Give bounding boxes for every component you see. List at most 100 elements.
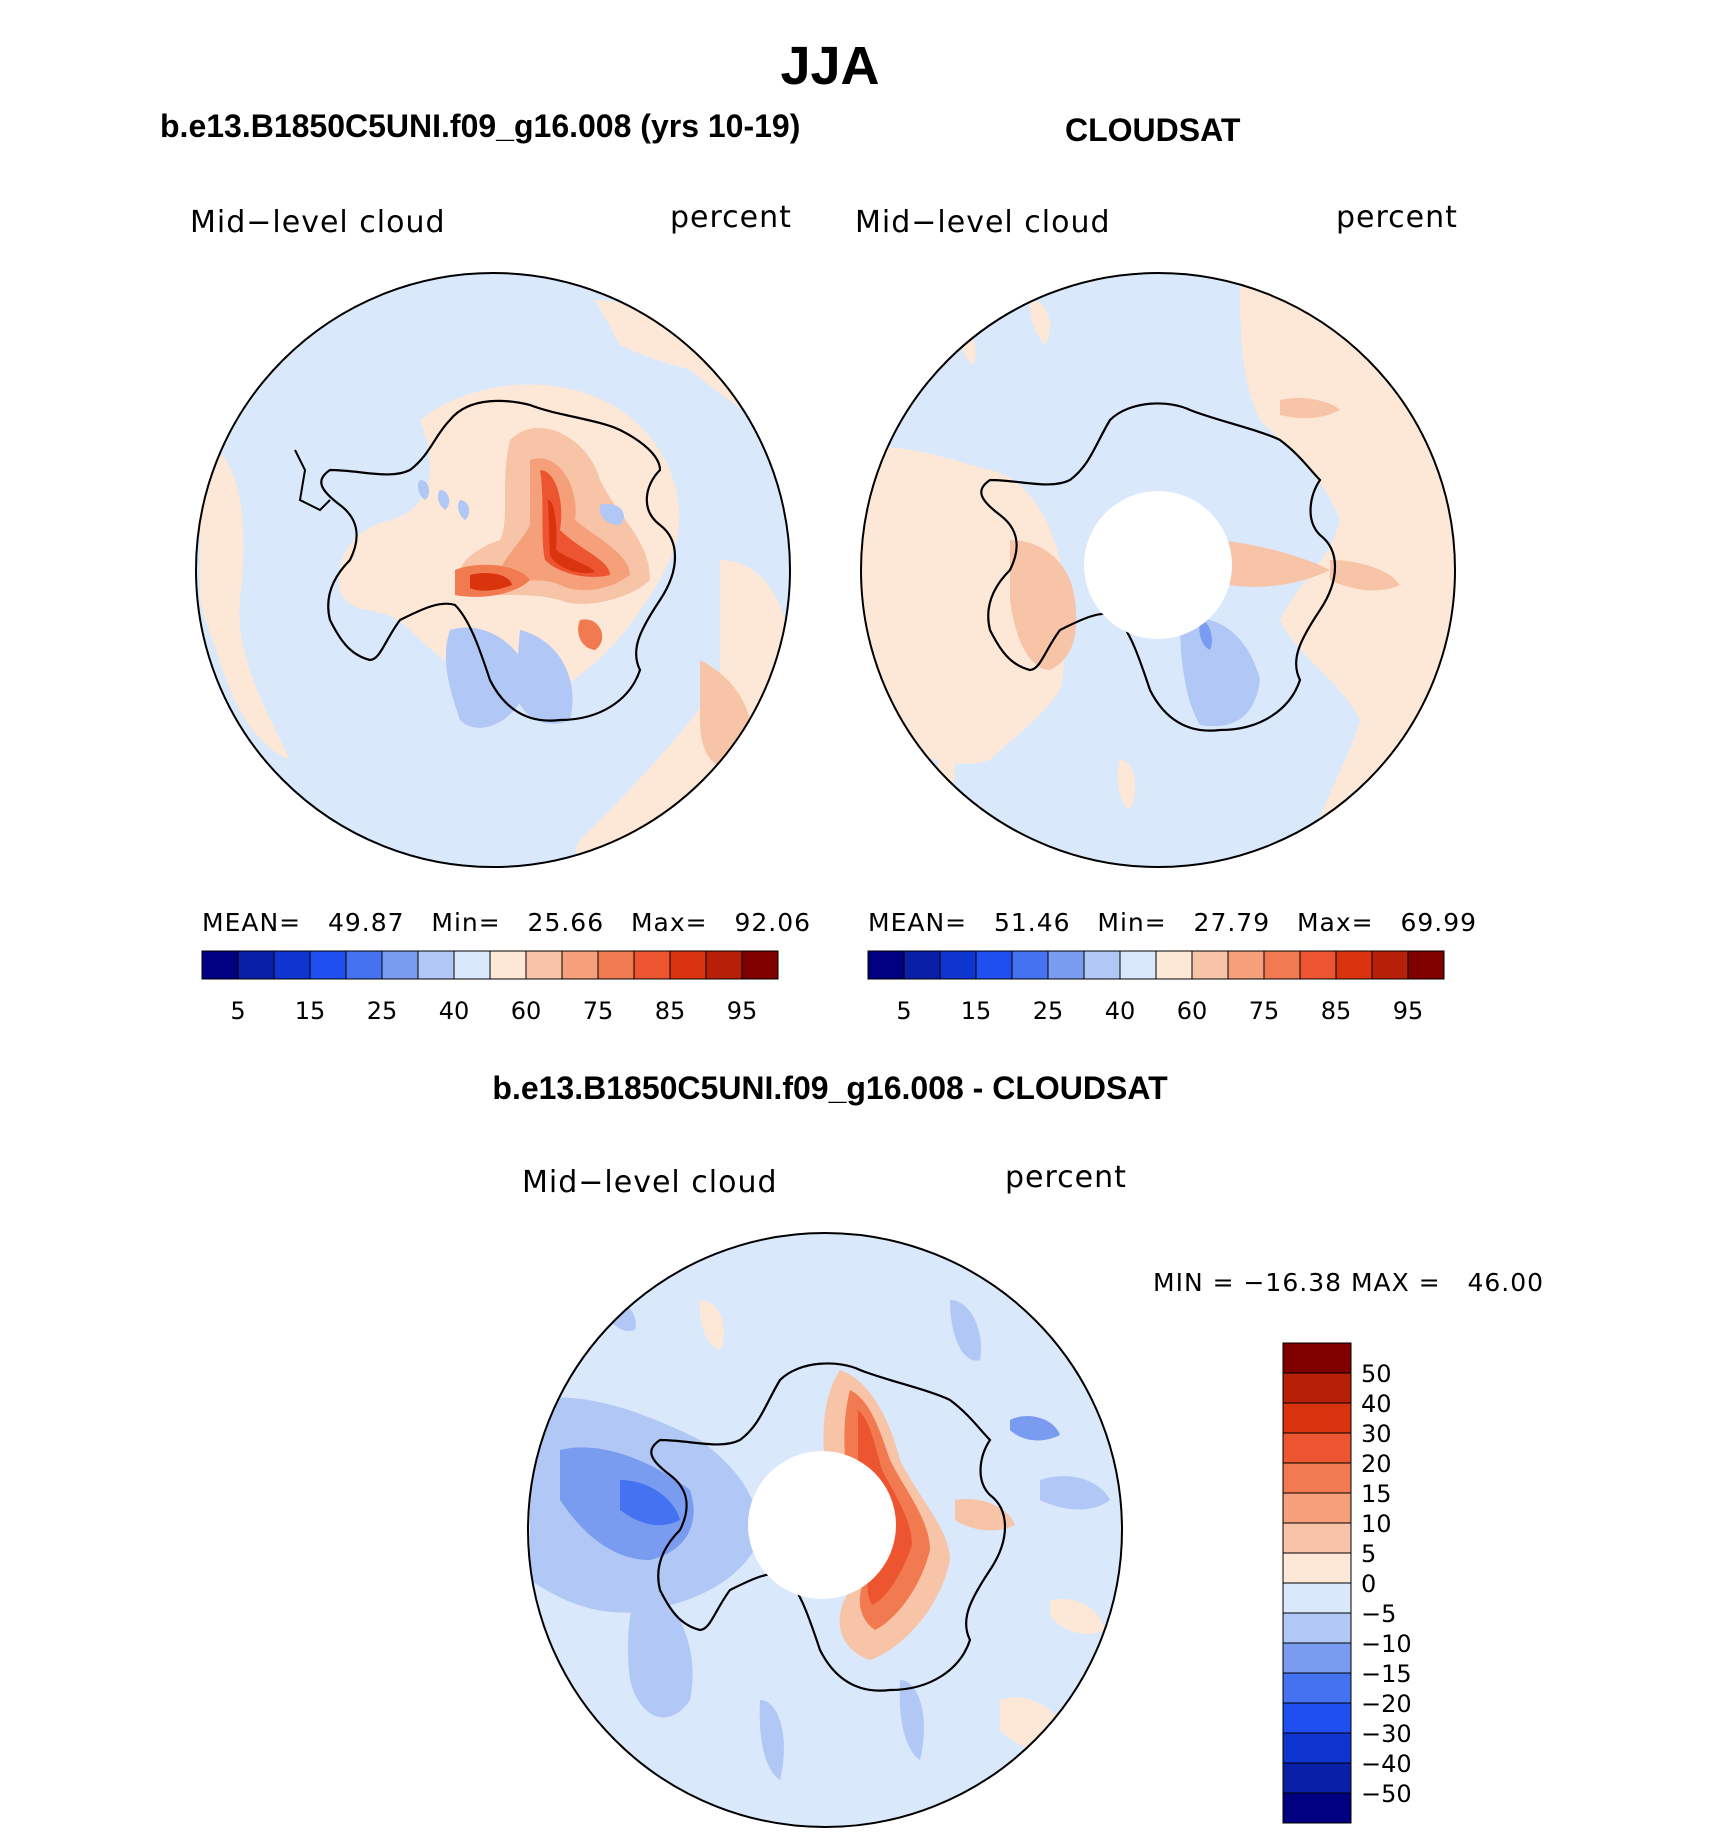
max-value: 69.99 [1400,908,1478,937]
map-obs-boundary [860,272,1456,868]
colorbar-tick-label: 5 [1361,1540,1376,1568]
colorbar-swatch [417,950,455,980]
colorbar-swatch [1282,1582,1352,1614]
colorbar-tick-label: 95 [1393,997,1424,1025]
colorbar-swatch [1083,950,1121,980]
panel-obs-stats: MEAN= 51.46 Min= 27.79 Max= 69.99 [868,908,1477,937]
colorbar-swatch [1282,1732,1352,1764]
colorbar-tick-label: 10 [1361,1510,1392,1538]
colorbar-swatch [1282,1552,1352,1584]
map-obs-missing-data-hole [1084,491,1232,639]
colorbar-swatch [1047,950,1085,980]
antarctica-coastline [650,1362,1007,1692]
colorbar-tick-label: 40 [1361,1390,1392,1418]
panel-obs-variable-label: Mid−level cloud [855,205,1111,240]
colorbar-swatch [1282,1432,1352,1464]
min-label: Min= [1097,908,1167,937]
mean-value: 49.87 [327,908,405,937]
antarctic-peninsula-outline [294,449,331,512]
colorbar-tick-label: 95 [727,997,758,1025]
colorbar-swatch [1282,1642,1352,1674]
colorbar-swatch [1119,950,1157,980]
colorbar-tick-label: 25 [367,997,398,1025]
panel-diff-units-label: percent [1005,1160,1127,1195]
colorbar-model: 5 15 25 40 60 75 85 95 [201,950,779,1025]
max-value: 92.06 [734,908,812,937]
colorbar-swatch [489,950,527,980]
colorbar-obs: 5 15 25 40 60 75 85 95 [867,950,1445,1025]
panel-diff-stats: MIN = −16.38 MAX = 46.00 [1153,1268,1545,1297]
panel-model-variable-label: Mid−level cloud [190,205,446,240]
colorbar-swatch [1282,1492,1352,1524]
colorbar-swatch [345,950,383,980]
panel-obs-units-label: percent [1336,200,1458,235]
max-label: Max= [1296,908,1374,937]
colorbar-swatch [705,950,743,980]
colorbar-swatch [1282,1522,1352,1554]
colorbar-swatch [669,950,707,980]
colorbar-swatch [1011,950,1049,980]
colorbar-tick-label: 40 [1105,997,1136,1025]
colorbar-swatch [1282,1702,1352,1734]
colorbar-swatch [1299,950,1337,980]
colorbar-tick-label: 15 [961,997,992,1025]
mean-label: MEAN= [868,908,968,937]
panel-model-units-label: percent [670,200,792,235]
colorbar-swatch [1263,950,1301,980]
colorbar-tick-label: 5 [230,997,245,1025]
colorbar-swatch [1282,1672,1352,1704]
colorbar-tick-label: −40 [1361,1750,1412,1778]
colorbar-swatch [1155,950,1193,980]
colorbar-swatch [1282,1792,1352,1824]
colorbar-swatch [597,950,635,980]
colorbar-swatch [975,950,1013,980]
panel-obs-title: CLOUDSAT [1065,112,1241,148]
colorbar-swatch [1407,950,1445,980]
map-diff-missing-data-hole [748,1451,896,1599]
colorbar-tick-label: −10 [1361,1630,1412,1658]
colorbar-swatch [1282,1402,1352,1434]
colorbar-tick-label: −5 [1361,1600,1396,1628]
colorbar-swatch [867,950,905,980]
mean-value: 51.46 [993,908,1071,937]
map-diff-boundary [527,1232,1123,1828]
colorbar-swatch [453,950,491,980]
colorbar-swatch [939,950,977,980]
colorbar-swatch [1282,1342,1352,1374]
colorbar-tick-label: 30 [1361,1420,1392,1448]
panel-diff-title: b.e13.B1850C5UNI.f09_g16.008 - CLOUDSAT [492,1070,1168,1106]
panel-model-stats: MEAN= 49.87 Min= 25.66 Max= 92.06 [202,908,811,937]
colorbar-tick-label: −15 [1361,1660,1412,1688]
colorbar-tick-label: −30 [1361,1720,1412,1748]
colorbar-swatch [1227,950,1265,980]
colorbar-swatch [1282,1372,1352,1404]
panel-model-title: b.e13.B1850C5UNI.f09_g16.008 (yrs 10-19) [160,108,801,144]
colorbar-tick-label: 5 [896,997,911,1025]
colorbar-swatch [633,950,671,980]
colorbar-tick-label: −20 [1361,1690,1412,1718]
min-value: 25.66 [527,908,605,937]
map-obs [861,273,1455,867]
colorbar-tick-label: 50 [1361,1360,1392,1388]
colorbar-tick-label: 40 [439,997,470,1025]
map-model [196,273,790,867]
colorbar-swatch [201,950,239,980]
colorbar-swatch [561,950,599,980]
map-model-contours [200,280,790,859]
figure-title: JJA [780,36,880,96]
colorbar-swatch [1282,1612,1352,1644]
colorbar-swatch [1282,1462,1352,1494]
colorbar-tick-label: 85 [1321,997,1352,1025]
colorbar-swatch [273,950,311,980]
max-label: Max= [630,908,708,937]
antarctica-coastline [980,402,1337,732]
colorbar-swatch [1282,1762,1352,1794]
min-label: Min= [431,908,501,937]
colorbar-swatch [237,950,275,980]
map-diff [528,1233,1122,1827]
colorbar-swatch [903,950,941,980]
colorbar-tick-label: −50 [1361,1780,1412,1808]
colorbar-tick-label: 75 [1249,997,1280,1025]
